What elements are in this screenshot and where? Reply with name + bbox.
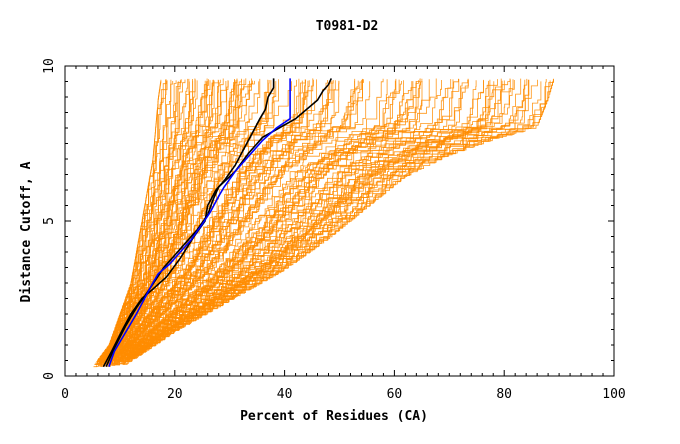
x-axis-ticks: 0 20 40 60 80 100 — [61, 66, 626, 402]
background-model-curve — [126, 79, 498, 359]
background-model-curve — [136, 79, 554, 356]
y-axis-ticks: 0 5 10 — [42, 58, 614, 380]
background-model-curve — [122, 78, 469, 362]
background-model-curve — [108, 81, 340, 364]
chart-title: T0981-D2 — [316, 19, 379, 34]
x-tick-label: 100 — [602, 387, 625, 402]
background-model-curve — [99, 79, 235, 365]
background-model-curve — [102, 79, 238, 362]
background-model-curve — [116, 80, 334, 357]
background-model-curve — [97, 79, 186, 363]
y-axis-label: Distance Cutoff, A — [19, 161, 34, 302]
highlight-series-line-3 — [108, 78, 291, 367]
y-tick-label: 5 — [42, 217, 57, 225]
highlight-series-line-2 — [105, 78, 333, 368]
background-model-curve — [96, 79, 172, 363]
x-tick-label: 40 — [277, 387, 293, 402]
background-model-curve — [125, 80, 442, 357]
background-model-curve — [120, 80, 489, 364]
background-model-curve — [114, 79, 306, 356]
highlight-series-line-1 — [102, 78, 275, 368]
background-model-curve — [123, 79, 421, 356]
x-tick-label: 60 — [387, 387, 403, 402]
background-model-curve — [95, 81, 207, 367]
highlight-model-curves — [102, 78, 333, 368]
background-model-curve — [124, 79, 514, 362]
y-tick-label: 0 — [42, 372, 57, 380]
x-axis-label: Percent of Residues (CA) — [240, 409, 428, 424]
background-model-curve — [125, 80, 503, 361]
background-model-curve — [130, 78, 522, 358]
background-model-curve — [113, 81, 417, 364]
x-tick-label: 20 — [167, 387, 183, 402]
x-tick-label: 80 — [496, 387, 512, 402]
x-tick-label: 0 — [61, 387, 69, 402]
y-tick-label: 10 — [42, 58, 57, 74]
background-model-curve — [129, 79, 538, 360]
background-model-curve — [100, 80, 177, 357]
background-model-curve — [95, 79, 182, 365]
background-model-curve — [105, 78, 314, 364]
background-model-curve — [127, 79, 460, 356]
